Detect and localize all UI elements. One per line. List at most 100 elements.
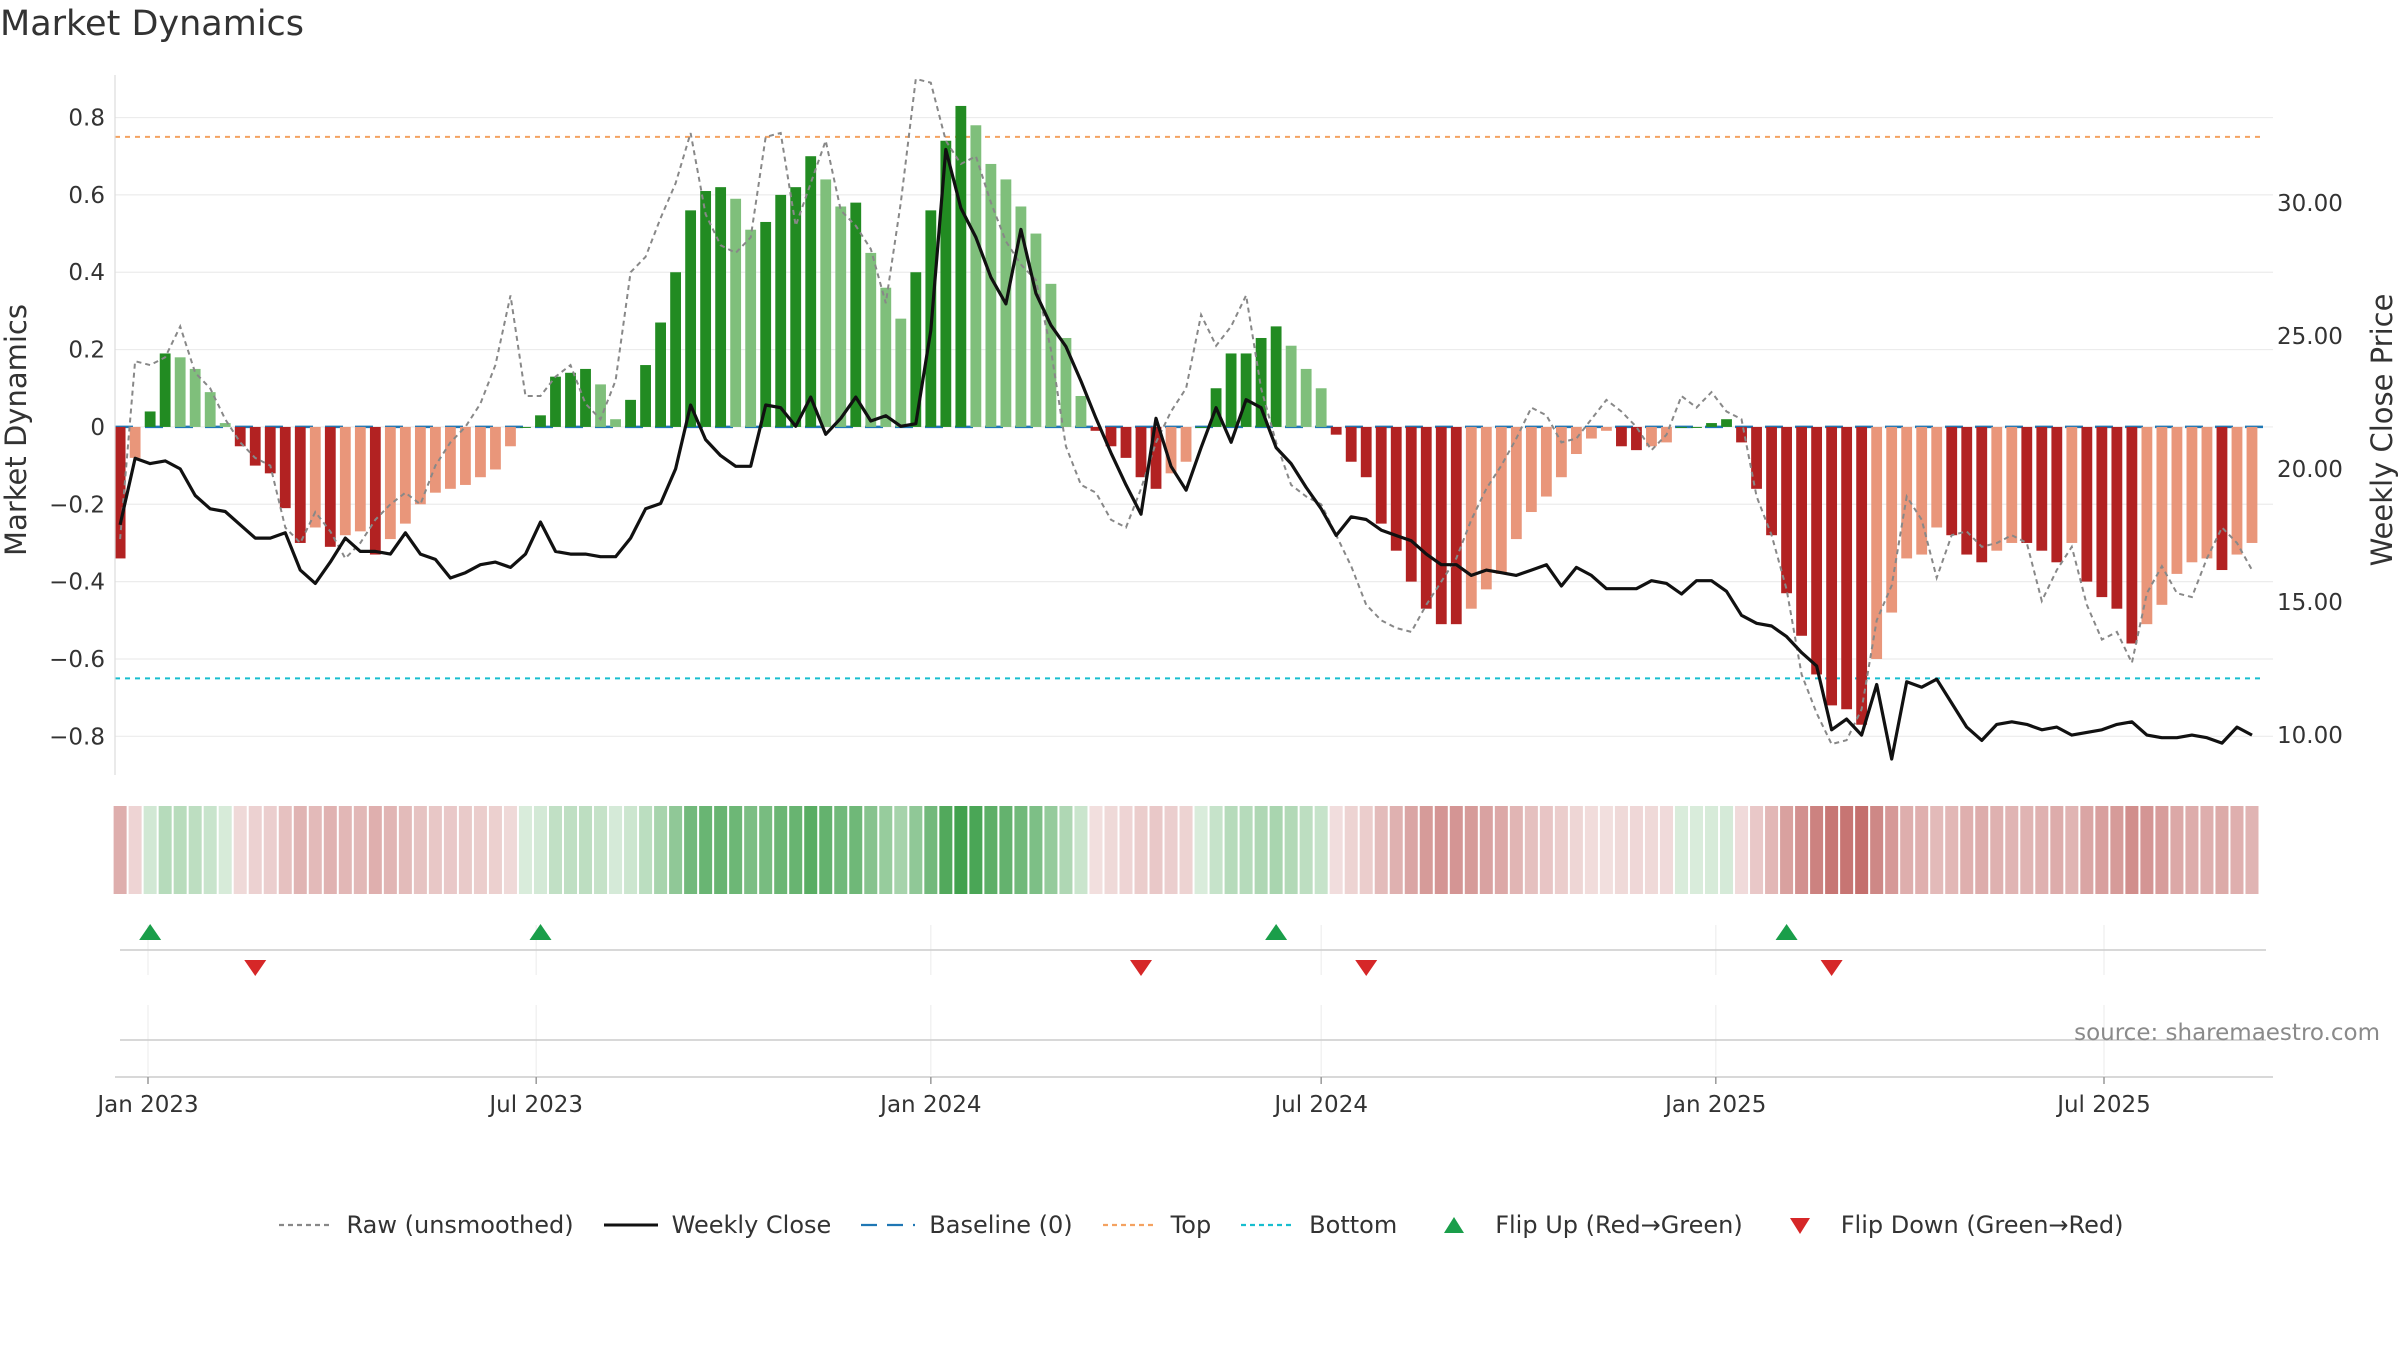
bar [1030, 233, 1042, 427]
strip-cell [654, 806, 668, 894]
flip-down-marker [244, 960, 267, 976]
bar [505, 426, 516, 447]
strip-cell [954, 806, 968, 894]
bar [2111, 426, 2123, 609]
strip-cell [984, 806, 998, 894]
bar [1240, 353, 1252, 427]
bar [670, 272, 682, 427]
bar [1480, 426, 1492, 590]
strip-cell [1735, 806, 1749, 894]
bar [1961, 426, 1973, 555]
strip-cell [999, 806, 1013, 894]
strip-cell [1089, 806, 1103, 894]
bar [264, 426, 276, 474]
bar [2126, 426, 2138, 644]
bar [1330, 426, 1342, 435]
bar [970, 125, 982, 427]
legend-label: Flip Down (Green→Red) [1840, 1211, 2124, 1239]
bar [1450, 426, 1462, 625]
y-tick-label: −0.4 [49, 570, 105, 596]
bar [249, 426, 261, 466]
bar [1105, 426, 1117, 447]
raw-series [119, 77, 2253, 746]
strip-cell [1224, 806, 1238, 894]
bar [129, 426, 141, 458]
legend-label: Weekly Close [671, 1211, 832, 1239]
reference-lines [115, 135, 2263, 680]
bar [2171, 426, 2183, 574]
strip-cell [1389, 806, 1403, 894]
strip-cell [1104, 806, 1118, 894]
bar [685, 210, 697, 427]
strip-cell [864, 806, 878, 894]
strip-cell [533, 806, 547, 894]
bar [1871, 426, 1883, 659]
strip-cell [669, 806, 683, 894]
bar [850, 202, 862, 427]
bar [2141, 426, 2153, 625]
strip-cell [1720, 806, 1734, 894]
strip-cell [1750, 806, 1764, 894]
y2-axis-title: Weekly Close Price [2365, 294, 2399, 567]
strip-cell [909, 806, 923, 894]
flip-down-marker [1130, 960, 1153, 976]
legend-label: Raw (unsmoothed) [346, 1211, 574, 1239]
strip-cell [2020, 806, 2034, 894]
legend: Raw (unsmoothed) Weekly Close Baseline (0)… [0, 1205, 2400, 1245]
bar [1465, 426, 1477, 609]
strip-cell [548, 806, 563, 894]
strip-cell [1990, 806, 2004, 894]
bar [520, 426, 531, 428]
strip-cell [2230, 806, 2244, 894]
strip-cell [1329, 806, 1343, 894]
legend-item: Flip Down (Green→Red) [1771, 1211, 2124, 1239]
y2-tick-label: 30.00 [2277, 191, 2343, 217]
bar [1300, 368, 1312, 427]
strip-cell [1449, 806, 1463, 894]
bar [1435, 426, 1447, 625]
bar [1120, 426, 1132, 458]
flip-up-marker [529, 924, 552, 940]
bar [2201, 426, 2213, 559]
bar [1165, 426, 1177, 474]
strip-cell [473, 806, 487, 894]
bar [835, 206, 847, 427]
bar [324, 426, 336, 547]
bar-series [114, 105, 2258, 725]
strip-cell [1584, 806, 1598, 894]
source-note: source: sharemaestro.com [2074, 1020, 2380, 1046]
y-tick-label: 0 [90, 415, 105, 441]
x-tick-label: Jan 2025 [1663, 1092, 1766, 1118]
strip-cell [1074, 806, 1088, 894]
bar [1586, 426, 1597, 439]
bar [1796, 426, 1807, 636]
bar [2186, 426, 2198, 563]
bar [354, 426, 366, 532]
bar [2231, 426, 2243, 555]
bar [625, 399, 636, 427]
legend-label: Flip Up (Red→Green) [1495, 1211, 1743, 1239]
bar [1856, 426, 1868, 725]
x-tick-label: Jan 2023 [95, 1092, 198, 1118]
legend-label: Top [1170, 1211, 1212, 1239]
bar [490, 426, 501, 470]
dotted-line-icon [1102, 1223, 1157, 1227]
strip-cell [1479, 806, 1493, 894]
strip-cell [1780, 806, 1794, 894]
strip-cell [2170, 806, 2184, 894]
strip-cell [699, 806, 713, 894]
triangle-up-icon [1444, 1217, 1465, 1233]
close-series [118, 147, 2253, 761]
bar [775, 194, 787, 427]
strip-cell [188, 806, 202, 894]
bar [2021, 426, 2033, 543]
strip-cell [1855, 806, 1869, 894]
bar [865, 252, 877, 427]
bar [2066, 426, 2078, 543]
bar [414, 426, 426, 505]
bar [174, 357, 186, 427]
strip-cell [2215, 806, 2229, 894]
strip-cell [428, 806, 442, 894]
strip-cell [1705, 806, 1719, 894]
bar [1270, 326, 1282, 427]
